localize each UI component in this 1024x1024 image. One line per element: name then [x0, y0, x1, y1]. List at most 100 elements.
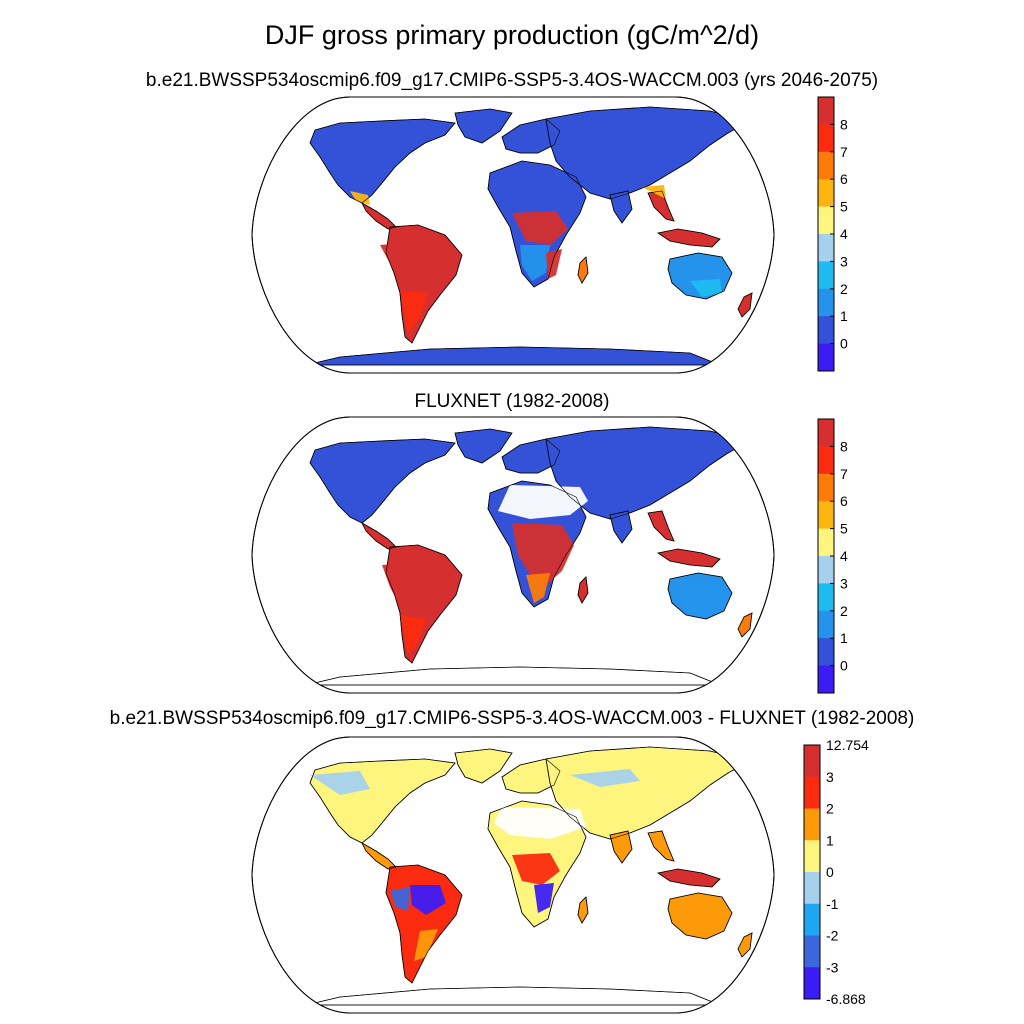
- fluxnet-colorbar-tick-label: 5: [840, 521, 848, 537]
- gpp-anomaly-patch: [400, 291, 428, 333]
- gpp-anomaly-patch: [520, 245, 550, 281]
- fluxnet-colorbar-swatch-6: [818, 583, 834, 612]
- gpp-anomaly-patch: [512, 211, 568, 245]
- coastline: [305, 346, 721, 366]
- difference-colorbar-swatch-6: [804, 935, 820, 968]
- gpp-anomaly-patch: [494, 807, 586, 839]
- coastline: [501, 758, 561, 794]
- gpp-anomaly-patch: [498, 485, 588, 519]
- fluxnet-colorbar: 8 7 6 5 4 3 2 1 0: [817, 418, 848, 694]
- coastline: [545, 426, 751, 520]
- coastline: [361, 202, 397, 230]
- model-colorbar-swatch-7: [818, 288, 834, 317]
- coastline: [647, 510, 675, 542]
- model-colorbar-tick-label: 4: [840, 226, 848, 242]
- coastline: [657, 548, 721, 568]
- gpp-anomaly-patch: [690, 907, 720, 931]
- gpp-anomaly-patch: [410, 885, 446, 915]
- fluxnet-colorbar-swatch-1: [818, 446, 834, 475]
- gpp-anomaly-patch: [310, 771, 370, 795]
- difference-colorbar-swatch-0: [804, 745, 820, 778]
- gpp-anomaly-patch: [690, 279, 722, 297]
- model-colorbar-swatch-0: [818, 97, 834, 125]
- model-colorbar-tick-label: 0: [840, 336, 848, 352]
- coastline: [454, 108, 513, 144]
- coastline: [385, 544, 463, 664]
- difference-colorbar-swatch-3: [804, 840, 820, 873]
- map-border: [251, 416, 775, 694]
- coastline: [305, 666, 721, 686]
- coastline: [385, 864, 463, 984]
- difference-colorbar-tick-label: 3: [826, 769, 834, 785]
- model-colorbar-swatch-8: [818, 316, 834, 345]
- fluxnet-colorbar-swatch-9: [818, 665, 834, 694]
- difference-colorbar-tick-label: 2: [826, 801, 834, 817]
- fluxnet-colorbar-swatch-4: [818, 528, 834, 557]
- coastline: [361, 842, 397, 870]
- model-colorbar-tick-label: 7: [840, 144, 848, 160]
- fluxnet-colorbar-tick-label: 4: [840, 548, 848, 564]
- model-colorbar: 8 7 6 5 4 3 2 1 0: [817, 96, 848, 372]
- difference-colorbar-swatch-7: [804, 967, 820, 1000]
- gpp-anomaly-patch: [570, 769, 640, 787]
- coastline: [667, 892, 733, 940]
- difference-colorbar-tick-label: -2: [826, 928, 839, 944]
- coastline: [609, 830, 633, 864]
- map-border: [251, 736, 775, 1014]
- gpp-anomaly-patch: [350, 191, 370, 205]
- model-colorbar-tick-label: 6: [840, 171, 848, 187]
- coastline: [454, 748, 513, 784]
- coastline: [667, 572, 733, 620]
- difference-colorbar: 12.754 3 2 1 0 -1 -2 -3 -6.868: [803, 740, 869, 1007]
- fluxnet-gpp-map: [251, 416, 775, 694]
- figure-title: DJF gross primary production (gC/m^2/d): [264, 20, 760, 50]
- coastline: [545, 746, 751, 840]
- fluxnet-colorbar-swatch-2: [818, 473, 834, 502]
- panel-3-title: b.e21.BWSSP534oscmip6.f09_g17.CMIP6-SSP5…: [109, 708, 915, 729]
- coastline: [577, 256, 589, 284]
- difference-gpp-map: [251, 736, 775, 1014]
- difference-colorbar-swatch-5: [804, 903, 820, 936]
- coastline: [487, 480, 587, 608]
- difference-colorbar-tick-label: 12.754: [826, 740, 869, 753]
- difference-colorbar-swatch-2: [804, 808, 820, 841]
- coastline: [577, 576, 589, 604]
- coastline: [667, 252, 733, 300]
- difference-colorbar-swatch-1: [804, 776, 820, 809]
- gpp-anomaly-patch: [526, 573, 550, 603]
- model-gpp-map: [251, 96, 775, 374]
- difference-colorbar-swatch-4: [804, 872, 820, 905]
- fluxnet-colorbar-tick-label: 0: [840, 658, 848, 674]
- gpp-anomaly-patch: [382, 561, 456, 617]
- coastline: [361, 522, 397, 550]
- map-border: [251, 96, 775, 374]
- model-colorbar-tick-label: 1: [840, 308, 848, 324]
- coastline: [737, 292, 753, 318]
- coastline: [647, 190, 675, 222]
- gpp-anomaly-patch: [390, 887, 410, 911]
- coastline: [501, 438, 561, 474]
- coastline: [657, 868, 721, 888]
- model-colorbar-tick-label: 8: [840, 116, 848, 132]
- coastline: [577, 896, 589, 924]
- fluxnet-colorbar-tick-label: 3: [840, 575, 848, 591]
- fluxnet-colorbar-tick-label: 1: [840, 630, 848, 646]
- coastline: [647, 830, 675, 862]
- coastline: [309, 438, 456, 524]
- model-colorbar-swatch-6: [818, 261, 834, 290]
- model-colorbar-swatch-9: [818, 343, 834, 372]
- difference-colorbar-tick-label: -6.868: [826, 991, 866, 1007]
- coastline: [657, 228, 721, 248]
- model-colorbar-tick-label: 5: [840, 199, 848, 215]
- model-colorbar-swatch-2: [818, 151, 834, 180]
- gpp-anomaly-patch: [400, 615, 426, 655]
- coastline: [454, 428, 513, 464]
- coastline: [609, 190, 633, 224]
- fluxnet-colorbar-swatch-5: [818, 556, 834, 584]
- coastline: [487, 800, 587, 928]
- fluxnet-colorbar-tick-label: 2: [840, 603, 848, 619]
- gpp-anomaly-patch: [380, 241, 450, 291]
- panel-2-title: FLUXNET (1982-2008): [414, 391, 610, 412]
- model-colorbar-swatch-1: [818, 124, 834, 153]
- difference-colorbar-tick-label: 1: [826, 832, 834, 848]
